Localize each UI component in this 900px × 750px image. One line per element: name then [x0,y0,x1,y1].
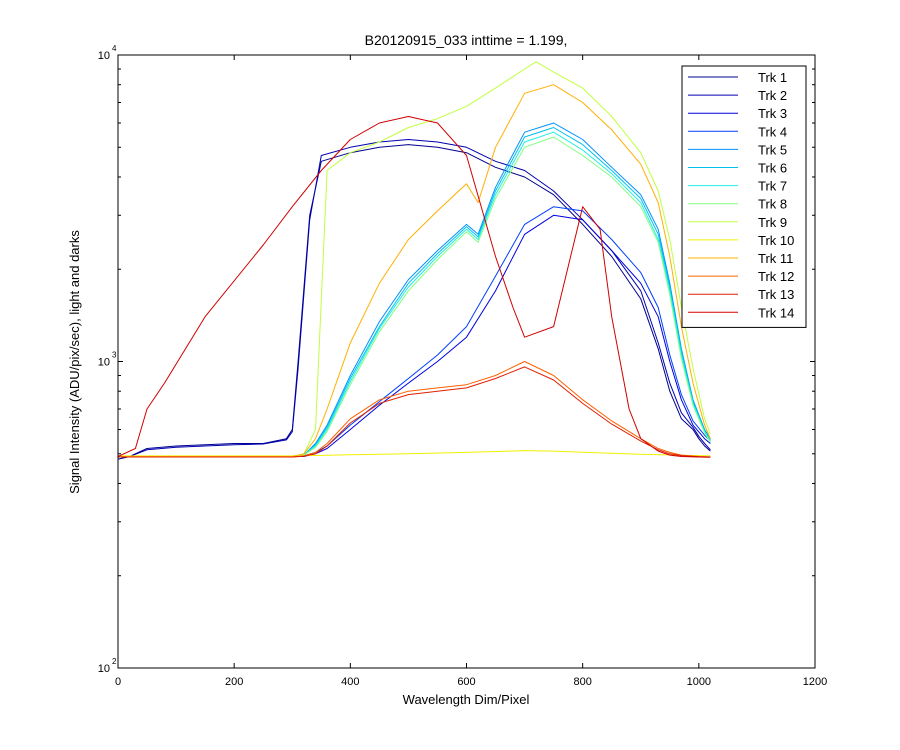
series-line-trk-10 [118,450,711,457]
legend-label-trk-8: Trk 8 [758,197,787,212]
y-tick-label: 10 [98,50,110,62]
series-line-trk-5 [118,122,711,457]
x-axis-label: Wavelength Dim/Pixel [403,692,530,707]
y-tick-exponent: 3 [112,351,117,360]
y-axis-label: Signal Intensity (ADU/pix/sec), light an… [67,230,82,494]
legend-label-trk-9: Trk 9 [758,215,787,230]
series-line-trk-8 [118,136,711,457]
legend-label-trk-7: Trk 7 [758,179,787,194]
legend-label-trk-12: Trk 12 [758,269,794,284]
series-line-trk-4 [118,206,711,457]
series-line-trk-12 [118,361,711,458]
x-tick-label: 200 [225,676,243,688]
series-line-trk-11 [118,84,711,457]
series-line-trk-2 [117,139,711,460]
legend-label-trk-3: Trk 3 [758,106,787,121]
legend: Trk 1 Trk 2 Trk 3 Trk 4 Trk 5 Trk 6 Trk 7 Trk 8… [681,65,807,328]
legend-label-trk-11: Trk 11 [758,251,793,266]
plot-area [117,61,711,460]
series-line-trk-13 [118,366,711,458]
legend-label-trk-14: Trk 14 [758,305,794,320]
series-line-trk-9 [118,61,711,457]
series-line-trk-3 [118,214,711,457]
y-tick-label: 10 [98,663,110,675]
y-tick-exponent: 4 [112,44,117,53]
legend-label-trk-1: Trk 1 [758,70,787,85]
x-tick-label: 0 [115,676,121,688]
x-tick-label: 600 [457,676,475,688]
legend-label-trk-10: Trk 10 [758,233,794,248]
y-tick-label: 10 [98,357,110,369]
series-line-trk-14 [117,116,711,458]
legend-label-trk-4: Trk 4 [758,124,787,139]
chart-title: B20120915_033 inttime = 1.199, [365,32,568,48]
legend-label-trk-5: Trk 5 [758,142,787,157]
series-line-trk-7 [118,131,711,457]
legend-label-trk-13: Trk 13 [758,287,794,302]
x-tick-label: 400 [341,676,359,688]
x-tick-label: 1200 [803,676,827,688]
legend-box [681,65,807,328]
x-tick-label: 800 [573,676,591,688]
series-line-trk-1 [117,144,711,460]
series-line-trk-6 [118,127,711,457]
legend-label-trk-2: Trk 2 [758,88,787,103]
legend-label-trk-6: Trk 6 [758,161,787,176]
y-tick-exponent: 2 [112,657,117,666]
x-tick-label: 1000 [687,676,711,688]
